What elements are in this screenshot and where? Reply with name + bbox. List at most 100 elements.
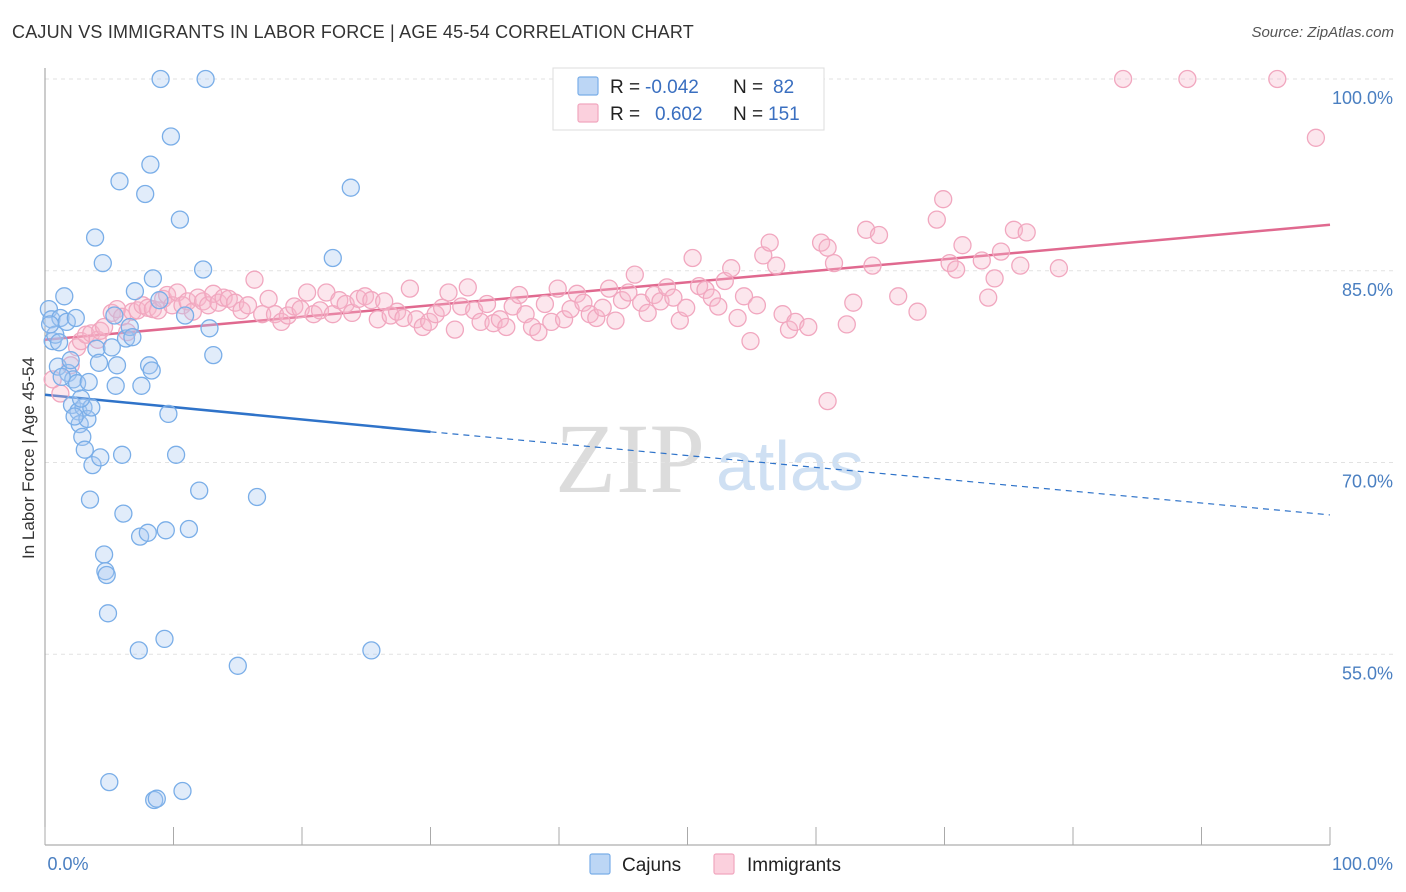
legend-r-value-cajuns: -0.042 xyxy=(645,77,699,98)
cajuns-point xyxy=(125,282,145,301)
y-tick-label: 100.0% xyxy=(1332,88,1393,108)
immigrants-point xyxy=(1011,256,1030,275)
x-tick-labels: 0.0% 100.0% xyxy=(47,854,1393,874)
immigrants-point xyxy=(728,308,747,328)
cajuns-point xyxy=(116,329,136,348)
immigrants-point xyxy=(741,331,760,351)
immigrants-point xyxy=(709,297,728,316)
cajuns-point xyxy=(75,440,94,459)
cajuns-point xyxy=(52,367,71,387)
cajuns-point xyxy=(323,248,342,268)
cajuns-points xyxy=(39,69,381,810)
cajuns-point xyxy=(156,521,175,540)
cajuns-point xyxy=(102,338,121,357)
immigrants-point xyxy=(1268,69,1287,89)
y-axis-label: In Labor Force | Age 45-54 xyxy=(19,357,38,559)
watermark-zip: ZIP xyxy=(555,403,705,514)
immigrants-point xyxy=(863,256,882,275)
immigrants-point xyxy=(657,278,677,297)
immigrants-point xyxy=(677,298,696,317)
immigrants-point xyxy=(683,248,702,268)
cajuns-point xyxy=(105,306,124,325)
immigrants-point xyxy=(927,210,946,229)
immigrants-point xyxy=(619,283,638,302)
legend-r-label-immigrants: R = xyxy=(610,104,640,125)
immigrants-point xyxy=(599,279,619,298)
immigrants-point xyxy=(445,320,465,339)
immigrants-point xyxy=(593,298,612,317)
immigrants-point xyxy=(587,308,606,328)
x-tick-label: 100.0% xyxy=(1332,854,1393,874)
immigrants-point xyxy=(979,288,998,307)
immigrants-point xyxy=(606,311,625,330)
y-tick-labels: 55.0% 70.0% 85.0% 100.0% xyxy=(1332,88,1393,683)
cajuns-point xyxy=(123,328,142,347)
immigrants-point xyxy=(94,317,114,337)
y-tick-label: 85.0% xyxy=(1342,280,1393,300)
immigrants-trend-line xyxy=(44,223,1331,342)
immigrants-point xyxy=(548,279,567,298)
immigrants-point xyxy=(972,251,991,270)
immigrants-point xyxy=(439,283,458,302)
immigrants-legend-label: Immigrants xyxy=(747,855,841,876)
cajuns-point xyxy=(138,523,157,542)
cajuns-point xyxy=(196,69,215,89)
cajuns-point xyxy=(98,604,118,623)
cajuns-point xyxy=(204,345,223,365)
immigrants-point xyxy=(400,279,420,298)
immigrants-point xyxy=(477,294,497,314)
cajuns-point xyxy=(110,172,129,191)
immigrants-point xyxy=(991,242,1011,261)
cajuns-point xyxy=(143,269,163,288)
axes xyxy=(44,68,1331,846)
legend-r-value-immigrants: 0.602 xyxy=(655,104,703,125)
cajuns-point xyxy=(89,353,109,372)
cajuns-point xyxy=(147,789,166,808)
immigrants-point xyxy=(818,391,837,411)
immigrants-point xyxy=(535,294,555,314)
legend-n-label-immigrants: N = xyxy=(733,104,763,125)
cajuns-point xyxy=(179,519,199,539)
series-legend: Cajuns Immigrants xyxy=(589,853,841,876)
cajuns-trend-extension xyxy=(430,431,1331,516)
cajuns-point xyxy=(55,287,74,306)
cajuns-point xyxy=(150,291,169,310)
cajuns-point xyxy=(362,641,381,660)
immigrants-point xyxy=(253,305,272,324)
immigrants-point xyxy=(908,302,927,321)
immigrants-point xyxy=(953,236,972,255)
cajuns-point xyxy=(107,356,127,375)
cajuns-point xyxy=(91,448,110,467)
immigrants-point xyxy=(664,288,683,307)
cajuns-point xyxy=(93,253,112,273)
cajuns-swatch xyxy=(577,76,599,96)
cajuns-point xyxy=(66,308,85,328)
immigrants-point xyxy=(1178,69,1197,89)
source-label: Source: ZipAtlas.com xyxy=(1251,24,1394,41)
chart-title: CAJUN VS IMMIGRANTS IN LABOR FORCE | AGE… xyxy=(12,22,694,42)
cajuns-point xyxy=(200,319,219,338)
immigrants-point xyxy=(554,310,574,329)
stats-legend: R = -0.042 N = 82 R = 0.602 N = 151 xyxy=(552,67,825,131)
immigrants-point xyxy=(869,225,889,245)
immigrants-point xyxy=(799,317,818,337)
grid-lines xyxy=(45,78,1395,655)
immigrants-point xyxy=(510,285,529,305)
immigrants-point xyxy=(178,292,197,311)
immigrants-point xyxy=(574,293,593,312)
immigrants-point xyxy=(934,190,953,209)
immigrants-point xyxy=(760,233,779,252)
immigrants-point xyxy=(529,322,548,342)
immigrants-point xyxy=(1017,223,1036,242)
cajuns-point xyxy=(114,504,133,523)
cajuns-point xyxy=(141,155,160,174)
cajuns-point xyxy=(100,772,119,792)
immigrants-point xyxy=(297,283,317,302)
cajuns-point xyxy=(132,376,151,395)
immigrants-points xyxy=(43,69,1326,411)
cajuns-point xyxy=(173,781,192,801)
cajuns-point xyxy=(175,306,195,325)
immigrants-point xyxy=(497,317,516,337)
immigrants-point xyxy=(722,259,741,278)
immigrants-point xyxy=(259,289,278,309)
